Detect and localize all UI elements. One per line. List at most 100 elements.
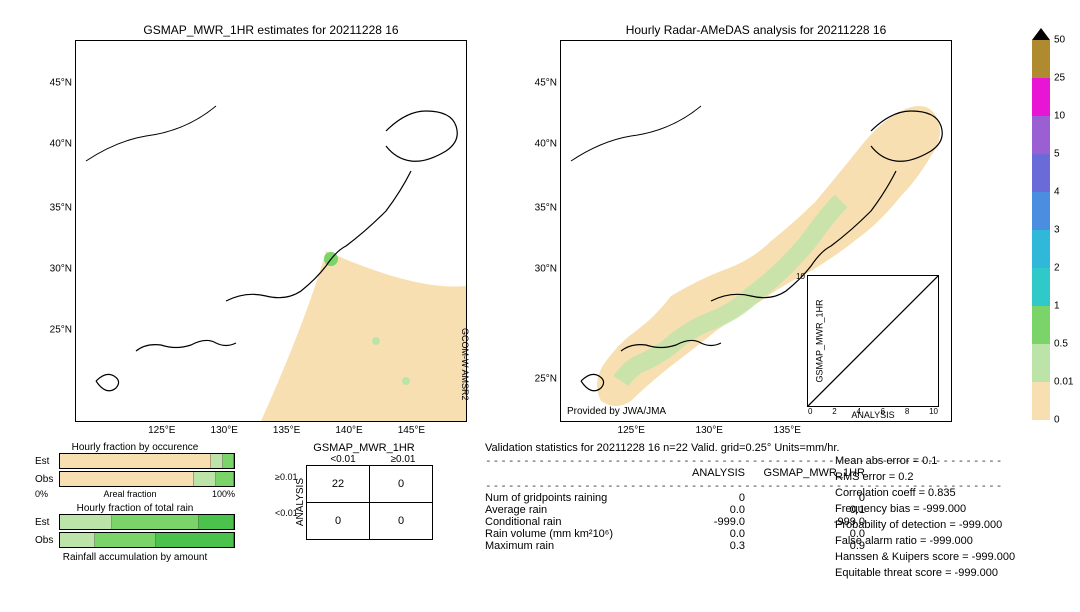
bar-segment	[60, 472, 194, 486]
ytick: 35°N	[50, 203, 72, 214]
ytick: 30°N	[535, 264, 557, 275]
inset-svg	[808, 276, 938, 406]
colorbar-segment	[1032, 268, 1050, 306]
stats-colA: ANALYSIS	[665, 467, 745, 479]
conf-cell-00: 22	[307, 466, 370, 503]
ytick: 35°N	[535, 203, 557, 214]
colorbar-tick: 0.01	[1054, 377, 1073, 388]
left-map-title: GSMAP_MWR_1HR estimates for 20211228 16	[76, 23, 466, 37]
stats-title: Validation statistics for 20211228 16 n=…	[485, 442, 1003, 454]
ytick: 25°N	[50, 324, 72, 335]
conf-row1: <0.01	[275, 508, 298, 518]
satellite-label: GCOM-W AMSR2	[460, 328, 470, 401]
colorbar-tick: 0.5	[1054, 339, 1068, 350]
bar-segment	[211, 454, 222, 468]
occurrence-bars-1: EstObs	[35, 453, 235, 487]
scatter-inset: ANALYSIS GSMAP_MWR_1HR 10 0246810	[807, 275, 939, 407]
xtick: 125°E	[618, 425, 645, 436]
bar-shell	[59, 471, 235, 487]
colorbar-tick: 1	[1054, 301, 1060, 312]
occurrence-bars-2: Est Obs	[35, 514, 235, 548]
bar-segment	[60, 533, 95, 547]
colorbar-segment	[1032, 78, 1050, 116]
metric-row: RMS error = 0.2	[835, 470, 1015, 486]
bar-segment	[194, 472, 216, 486]
accum-title: Rainfall accumulation by amount	[35, 552, 235, 563]
bar-shell	[59, 514, 235, 530]
bar-shell	[59, 532, 235, 548]
conf-col1: ≥0.01	[373, 454, 433, 465]
conf-cell-11: 0	[370, 503, 433, 540]
metrics-block: Mean abs error = 0.1RMS error = 0.2Corre…	[835, 454, 1015, 582]
conf-cell-10: 0	[307, 503, 370, 540]
xtick: 130°E	[211, 425, 238, 436]
totalrain-title: Hourly fraction of total rain	[35, 503, 235, 514]
continent-left	[86, 106, 216, 161]
colorbar-segment	[1032, 344, 1050, 382]
conf-col0: <0.01	[313, 454, 373, 465]
ytick: 30°N	[50, 264, 72, 275]
bar-segment	[223, 454, 234, 468]
colorbar: 502510543210.50.010	[1032, 40, 1050, 420]
conf-row0: ≥0.01	[275, 472, 297, 482]
colorbar-segment	[1032, 230, 1050, 268]
ytick: 25°N	[535, 374, 557, 385]
conf-row-axis: ANALYSIS	[295, 478, 306, 526]
ytick: 40°N	[535, 138, 557, 149]
occ-xright: 100%	[212, 489, 235, 499]
satellite-label-text: GCOM-W AMSR2	[460, 328, 470, 401]
colorbar-tick: 10	[1054, 111, 1065, 122]
metric-row: False alarm ratio = -999.000	[835, 534, 1015, 550]
right-map-title: Hourly Radar-AMeDAS analysis for 2021122…	[561, 23, 951, 37]
swath-spot2	[402, 377, 410, 385]
colorbar-tick: 0	[1054, 415, 1060, 426]
colorbar-segment	[1032, 116, 1050, 154]
occurrence-title: Hourly fraction by occurence	[35, 442, 235, 453]
metric-row: Frequency bias = -999.000	[835, 502, 1015, 518]
xtick: 125°E	[148, 425, 175, 436]
ytick: 40°N	[50, 138, 72, 149]
metric-row: Mean abs error = 0.1	[835, 454, 1015, 470]
bar-label: Obs	[35, 474, 59, 485]
left-map-svg	[76, 41, 466, 421]
occ-xleft: 0%	[35, 489, 48, 499]
right-map-panel: Hourly Radar-AMeDAS analysis for 2021122…	[560, 40, 952, 422]
bar-label: Est	[35, 517, 59, 528]
occurrence-block: Hourly fraction by occurence Est Obs 0%Ar…	[35, 442, 235, 563]
colorbar-segment	[1032, 40, 1050, 78]
colorbar-tick: 3	[1054, 225, 1060, 236]
occ-xlabel: Areal fraction	[48, 489, 212, 499]
conf-grid: 220 00	[306, 465, 433, 540]
bottom-section: Hourly fraction by occurence Est Obs 0%Ar…	[35, 442, 1045, 563]
bar-shell	[59, 453, 235, 469]
bar-segment	[60, 515, 112, 529]
ytick: 45°N	[535, 77, 557, 88]
xtick: 135°E	[273, 425, 300, 436]
colorbar-arrow	[1032, 28, 1050, 40]
bar-segment	[156, 533, 234, 547]
provided-by: Provided by JWA/JMA	[567, 406, 666, 417]
colorbar-tick: 50	[1054, 35, 1065, 46]
conf-cell-01: 0	[370, 466, 433, 503]
bar-segment	[112, 515, 199, 529]
xtick: 130°E	[696, 425, 723, 436]
continent-right	[571, 106, 701, 161]
colorbar-segment	[1032, 306, 1050, 344]
colorbar-segment	[1032, 154, 1050, 192]
bar-label: Obs	[35, 535, 59, 546]
metric-row: Hanssen & Kuipers score = -999.000	[835, 550, 1015, 566]
bar-segment	[95, 533, 156, 547]
bar-segment	[216, 472, 234, 486]
xtick: 140°E	[335, 425, 362, 436]
metric-row: Equitable threat score = -999.000	[835, 566, 1015, 582]
inset-ylabel: GSMAP_MWR_1HR	[815, 299, 825, 382]
colorbar-tick: 25	[1054, 73, 1065, 84]
colorbar-tick: 2	[1054, 263, 1060, 274]
swath-fill	[261, 251, 466, 421]
inset-ymax: 10	[796, 272, 805, 281]
colorbar-segment	[1032, 382, 1050, 420]
inset-diagonal	[808, 276, 938, 406]
metric-row: Correlation coeff = 0.835	[835, 486, 1015, 502]
xtick: 145°E	[398, 425, 425, 436]
bar-segment	[199, 515, 234, 529]
